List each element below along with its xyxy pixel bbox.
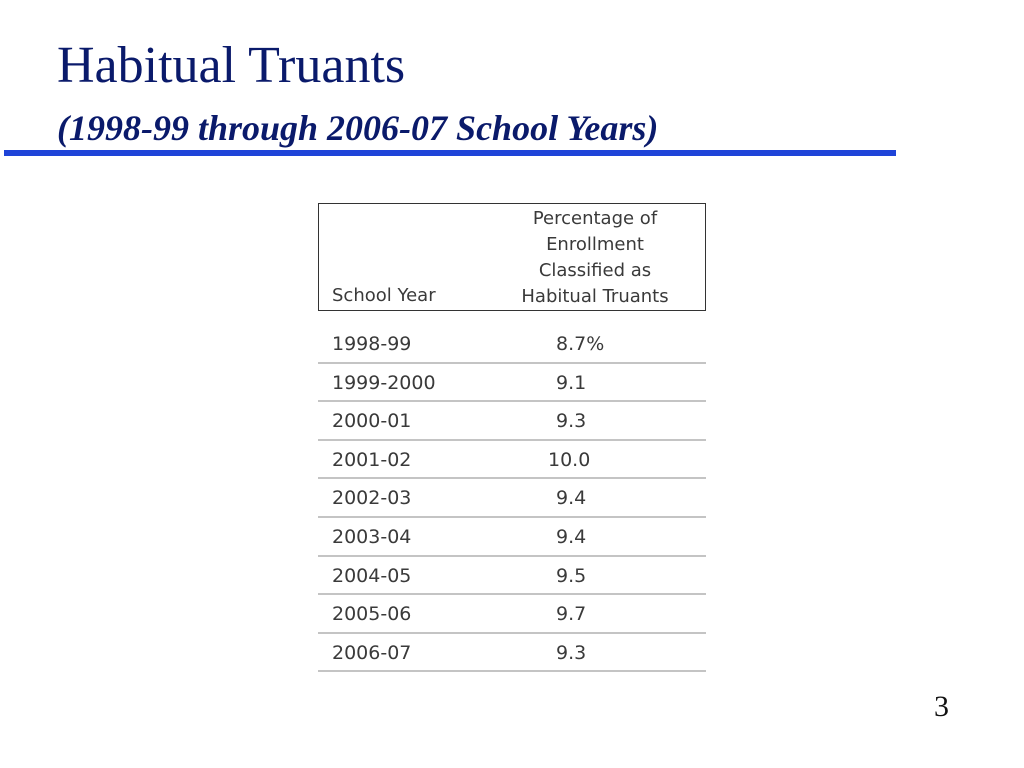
percentage-cell: 8.7% [556, 333, 605, 355]
truancy-table: School Year Percentage of Enrollment Cla… [318, 203, 706, 673]
school-year-cell: 2005-06 [332, 603, 412, 626]
school-year-cell: 2000-01 [332, 410, 412, 433]
table-row: 2002-03 9.4 [318, 479, 706, 518]
slide-subtitle: (1998-99 through 2006-07 School Years) [57, 108, 659, 148]
title-divider [4, 150, 896, 156]
table-header: School Year Percentage of Enrollment Cla… [318, 203, 706, 311]
table-row: 2005-06 9.7 [318, 595, 706, 634]
school-year-cell: 2001-02 [332, 448, 412, 471]
table-row: 1998-99 8.7% [318, 325, 706, 364]
slide-number: 3 [934, 690, 949, 723]
percentage-cell: 9.3 [556, 410, 587, 433]
header-school-year: School Year [332, 285, 436, 306]
percentage-cell: 9.4 [556, 525, 587, 548]
percentage-cell: 9.5 [556, 564, 587, 587]
school-year-cell: 2006-07 [332, 641, 412, 664]
header-percentage-line: Percentage of [532, 208, 658, 229]
table-row: 2000-01 9.3 [318, 402, 706, 441]
table-row: 2001-02 10.0 [318, 441, 706, 480]
percentage-cell: 10.0 [548, 448, 591, 471]
school-year-cell: 1998-99 [332, 333, 412, 355]
table-body: 1998-99 8.7% 1999-2000 9.1 2000-01 9.3 2… [318, 325, 706, 673]
school-year-cell: 1999-2000 [332, 371, 436, 394]
school-year-cell: 2002-03 [332, 487, 412, 510]
table-row: 2004-05 9.5 [318, 557, 706, 596]
percentage-cell: 9.4 [556, 487, 587, 510]
table-row: 1999-2000 9.1 [318, 364, 706, 403]
slide-title: Habitual Truants [57, 37, 406, 94]
percentage-cell: 9.1 [556, 371, 587, 394]
percentage-cell: 9.7 [556, 603, 587, 626]
header-percentage: Percentage of Enrollment Classified as H… [505, 206, 685, 310]
school-year-cell: 2004-05 [332, 564, 412, 587]
table-row: 2006-07 9.3 [318, 634, 706, 673]
header-percentage-line: Enrollment [546, 234, 644, 255]
table-row: 2003-04 9.4 [318, 518, 706, 557]
header-percentage-line: Classified as [538, 260, 652, 281]
percentage-cell: 9.3 [556, 641, 587, 664]
header-percentage-line: Habitual Truants [521, 286, 669, 307]
school-year-cell: 2003-04 [332, 525, 412, 548]
